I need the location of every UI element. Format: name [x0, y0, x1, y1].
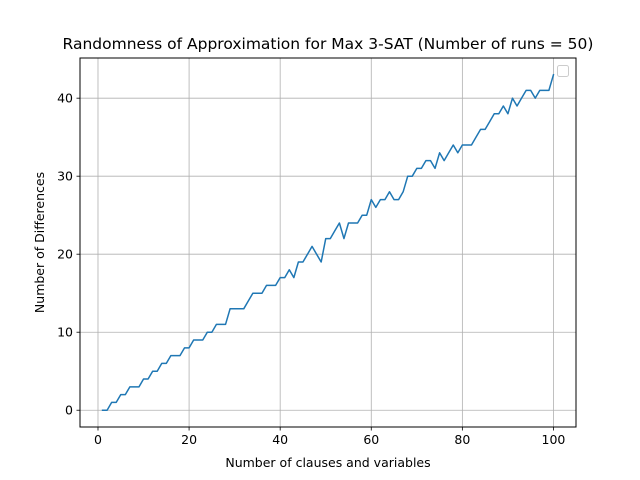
- x-tick-label: 20: [181, 432, 197, 447]
- x-axis-label: Number of clauses and variables: [225, 455, 430, 470]
- y-tick-label: 10: [57, 325, 73, 340]
- y-tick-label: 40: [57, 91, 73, 106]
- plot-frame: [79, 57, 577, 428]
- grid-lines: [80, 58, 576, 427]
- x-tick-label: 80: [454, 432, 470, 447]
- series-group: [101, 73, 555, 411]
- legend-box: [557, 65, 569, 77]
- y-tick-label: 0: [65, 403, 73, 418]
- x-tick-label: 100: [542, 432, 566, 447]
- chart-title: Randomness of Approximation for Max 3-SA…: [63, 35, 594, 53]
- x-axis-ticks: 0 20 40 60 80 100: [94, 427, 565, 447]
- x-tick-label: 40: [272, 432, 288, 447]
- x-tick-label: 60: [363, 432, 379, 447]
- y-tick-label: 30: [57, 169, 73, 184]
- y-axis-label: Number of Differences: [32, 172, 47, 313]
- series-line: [101, 73, 555, 411]
- x-tick-label: 0: [94, 432, 102, 447]
- y-axis-ticks: 0 10 20 30 40: [57, 91, 80, 418]
- y-tick-label: 20: [57, 247, 73, 262]
